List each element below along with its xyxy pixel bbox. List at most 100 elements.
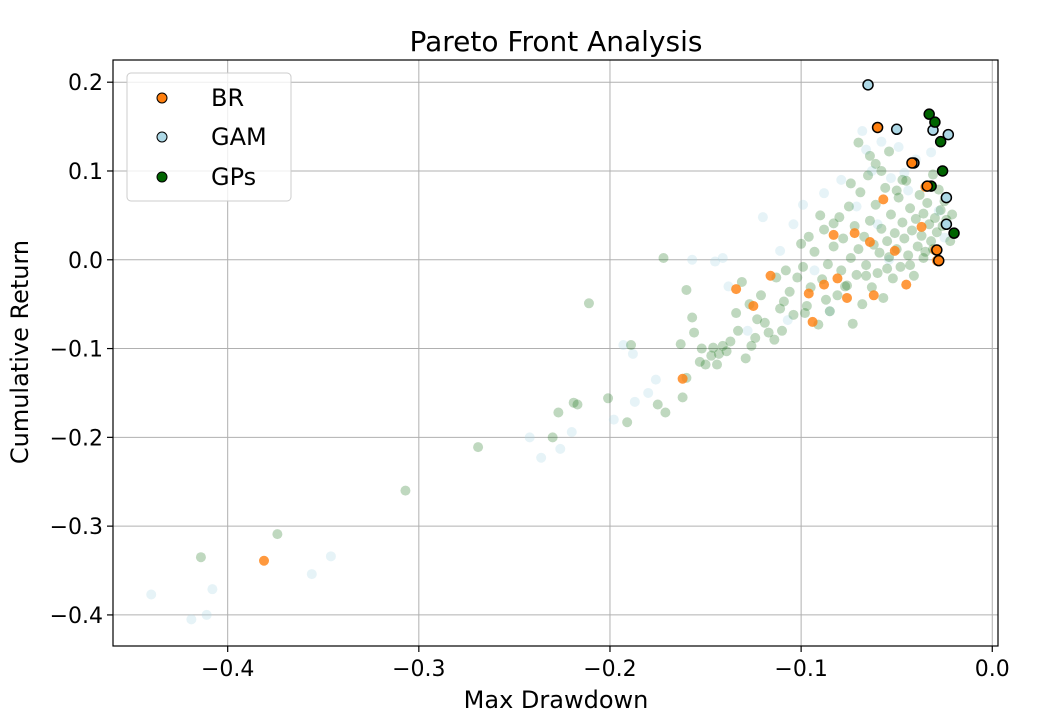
gam-point xyxy=(933,205,944,216)
gps-point xyxy=(931,227,942,238)
gam-point xyxy=(775,245,786,256)
br-pareto-point xyxy=(932,254,945,267)
br-point xyxy=(864,237,875,248)
gps-point xyxy=(798,261,809,272)
gam-point xyxy=(757,212,768,223)
gam-point xyxy=(608,414,619,425)
gps-point xyxy=(763,327,774,338)
x-tick-label: −0.4 xyxy=(201,657,254,682)
y-tick-label: 0.1 xyxy=(68,160,103,185)
gam-point xyxy=(325,551,336,562)
gps-point xyxy=(878,292,889,303)
gam-point xyxy=(899,167,910,178)
gps-point xyxy=(778,296,789,307)
gps-point xyxy=(895,261,906,272)
gam-point xyxy=(629,396,640,407)
gps-point xyxy=(891,185,902,196)
gps-point xyxy=(901,175,912,186)
gps-point xyxy=(910,213,921,224)
y-tick-label: 0.2 xyxy=(68,71,103,96)
br-point xyxy=(832,273,843,284)
x-axis-label: Max Drawdown xyxy=(464,686,649,714)
gps-point xyxy=(916,230,927,241)
gps-point xyxy=(473,442,484,453)
grid-lines xyxy=(113,60,998,646)
gps-point xyxy=(838,233,849,244)
gps-point xyxy=(928,169,939,180)
gps-point xyxy=(759,317,770,328)
gam-point xyxy=(566,427,577,438)
gps-point xyxy=(746,340,757,351)
gps-point xyxy=(801,300,812,311)
gps-point xyxy=(819,224,830,235)
gps-point xyxy=(788,309,799,320)
br-pareto-point xyxy=(871,121,884,134)
gps-point xyxy=(822,259,833,270)
gps-point xyxy=(870,158,881,169)
gps-point xyxy=(677,392,688,403)
gps-point xyxy=(799,308,810,319)
gps-point xyxy=(687,312,698,323)
gps-point xyxy=(853,244,864,255)
plot-area-frame xyxy=(112,59,999,647)
gam-point xyxy=(687,254,698,265)
br-point xyxy=(828,229,839,240)
gps-point xyxy=(905,203,916,214)
gps-point xyxy=(603,393,614,404)
gps-point xyxy=(736,276,747,287)
gps-point xyxy=(583,298,594,309)
br-point xyxy=(731,284,742,295)
gam-point xyxy=(926,147,937,158)
gps-point xyxy=(903,250,914,261)
gam-point xyxy=(788,219,799,230)
legend-label-gps: GPs xyxy=(211,163,256,191)
gps-pareto-point xyxy=(923,108,935,120)
gam-point xyxy=(710,256,721,267)
gps-pareto-point xyxy=(936,165,949,177)
br-pareto-point xyxy=(906,157,918,169)
y-tick-label: −0.2 xyxy=(50,426,103,451)
gps-point xyxy=(855,187,866,198)
gps-point xyxy=(914,189,925,200)
chart-title: Pareto Front Analysis xyxy=(409,25,702,58)
gps-point xyxy=(195,552,206,563)
gps-point xyxy=(889,228,900,239)
gam-point xyxy=(782,315,793,326)
gps-point xyxy=(905,260,916,271)
y-tick-label: −0.3 xyxy=(50,515,103,540)
y-tick-label: −0.4 xyxy=(50,604,103,629)
gam-point xyxy=(836,174,847,185)
legend-marker-gps xyxy=(156,171,168,183)
gps-point xyxy=(882,263,893,274)
gam-point xyxy=(819,188,830,199)
gps-pareto-point xyxy=(929,116,941,128)
gps-point xyxy=(792,272,803,283)
br-point xyxy=(803,288,814,299)
gps-point xyxy=(853,137,864,148)
gps-point xyxy=(717,340,728,351)
gam-point xyxy=(742,325,753,336)
gps-point xyxy=(547,432,558,443)
gps-point xyxy=(752,314,763,325)
br-pareto-point xyxy=(931,244,943,256)
gps-point xyxy=(777,325,788,336)
gps-point xyxy=(922,197,933,208)
gps-point xyxy=(700,359,711,370)
gps-point xyxy=(740,353,751,364)
gam-point xyxy=(146,589,157,600)
gam-point xyxy=(872,219,883,230)
gps-point xyxy=(803,231,814,242)
gps-point xyxy=(660,407,671,418)
gam-pareto-point xyxy=(890,123,903,136)
gps-point xyxy=(572,399,583,410)
gps-pareto-point xyxy=(934,135,947,148)
gps-point xyxy=(725,336,736,347)
gam-point xyxy=(861,144,872,155)
gps-point xyxy=(809,246,820,257)
gps-point xyxy=(694,356,705,367)
gps-point xyxy=(708,342,719,353)
gam-point xyxy=(884,254,895,265)
gps-point xyxy=(861,260,872,271)
gam-point xyxy=(717,252,728,263)
